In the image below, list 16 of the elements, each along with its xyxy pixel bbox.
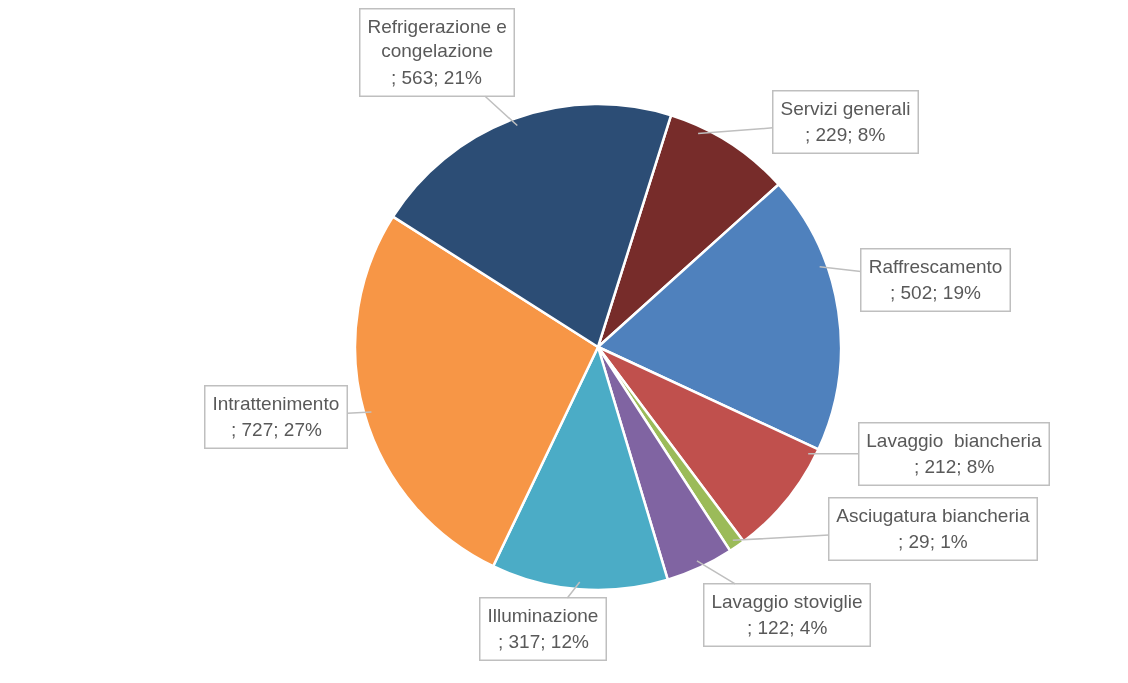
- slice-label: Servizi generali: [780, 97, 911, 119]
- data-label: ; 122; 4%: [747, 617, 828, 638]
- slice-label: Illuminazione: [487, 604, 599, 626]
- data-label: ; 563; 21%: [391, 67, 482, 88]
- data-label: ; 502; 19%: [890, 282, 981, 303]
- data-label: ; 29; 1%: [898, 531, 968, 552]
- data-label: ; 212; 8%: [914, 456, 995, 477]
- slice-label: Raffrescamento: [868, 255, 1003, 277]
- data-label: ; 727; 27%: [231, 419, 322, 440]
- data-label: ; 317; 12%: [498, 631, 589, 652]
- slice-label: Refrigerazione e congelazione: [367, 15, 507, 62]
- slice-label: Lavaggio stoviglie: [711, 590, 863, 612]
- slice-label: Lavaggio biancheria: [866, 429, 1043, 451]
- slice-label: Asciugatura biancheria: [836, 504, 1030, 526]
- data-label: ; 229; 8%: [805, 124, 886, 145]
- slice-label: Intrattenimento: [212, 392, 340, 414]
